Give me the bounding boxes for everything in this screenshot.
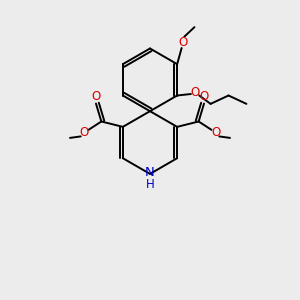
Text: O: O	[200, 90, 209, 103]
Text: O: O	[80, 126, 89, 139]
Text: O: O	[178, 36, 188, 49]
Text: N: N	[145, 166, 155, 179]
Text: O: O	[211, 126, 220, 139]
Text: O: O	[91, 90, 101, 103]
Text: O: O	[190, 86, 200, 99]
Text: H: H	[146, 178, 154, 191]
